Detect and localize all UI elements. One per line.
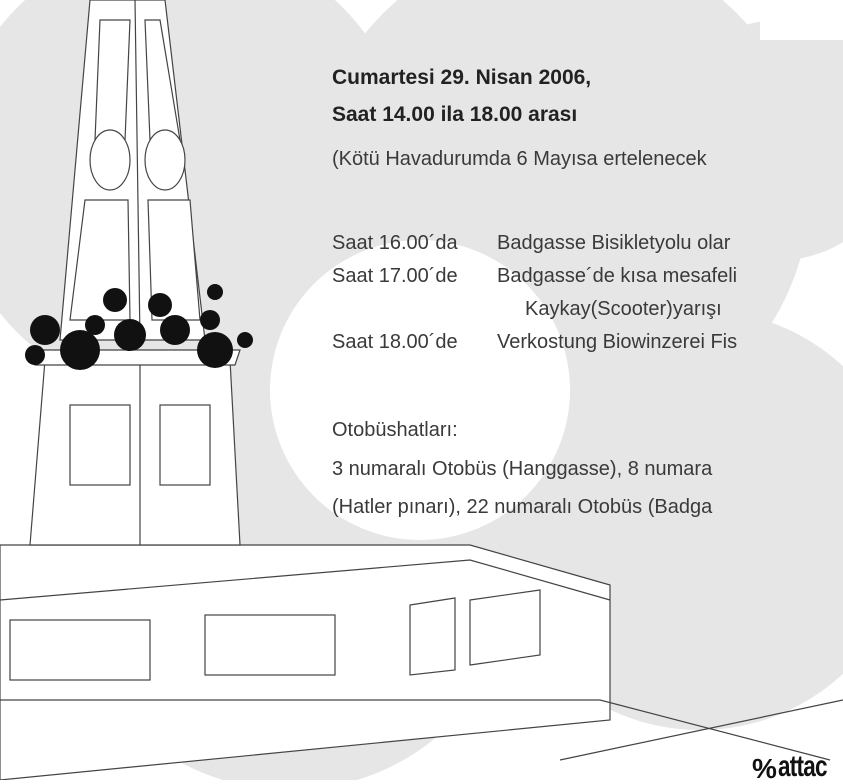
schedule-text: Badgasse´de kısa mesafeli bbox=[497, 265, 737, 288]
schedule-time: Saat 17.00´de bbox=[332, 265, 458, 288]
time: Saat 14.00 ila 18.00 arası bbox=[332, 103, 577, 127]
transport-line: (Hatler pınarı), 22 numaralı Otobüs (Bad… bbox=[332, 496, 712, 519]
page: % Cumartesi 29. Nisan 2006, Saat 14.00 i… bbox=[0, 0, 843, 780]
transport-title: Otobüshatları: bbox=[332, 419, 458, 442]
schedule-text: Verkostung Biowinzerei Fis bbox=[497, 331, 737, 354]
date: Cumartesi 29. Nisan 2006, bbox=[332, 66, 591, 90]
note: (Kötü Havadurumda 6 Mayısa ertelenecek bbox=[332, 148, 707, 171]
schedule-time: Saat 16.00´da bbox=[332, 232, 458, 255]
schedule-text: Badgasse Bisikletyolu olar bbox=[497, 232, 730, 255]
logo-mark: % bbox=[752, 753, 777, 780]
transport-line: 3 numaralı Otobüs (Hanggasse), 8 numara bbox=[332, 458, 712, 481]
schedule-text: Kaykay(Scooter)yarışı bbox=[525, 298, 722, 321]
logo: attac bbox=[778, 750, 827, 784]
schedule-time: Saat 18.00´de bbox=[332, 331, 458, 354]
